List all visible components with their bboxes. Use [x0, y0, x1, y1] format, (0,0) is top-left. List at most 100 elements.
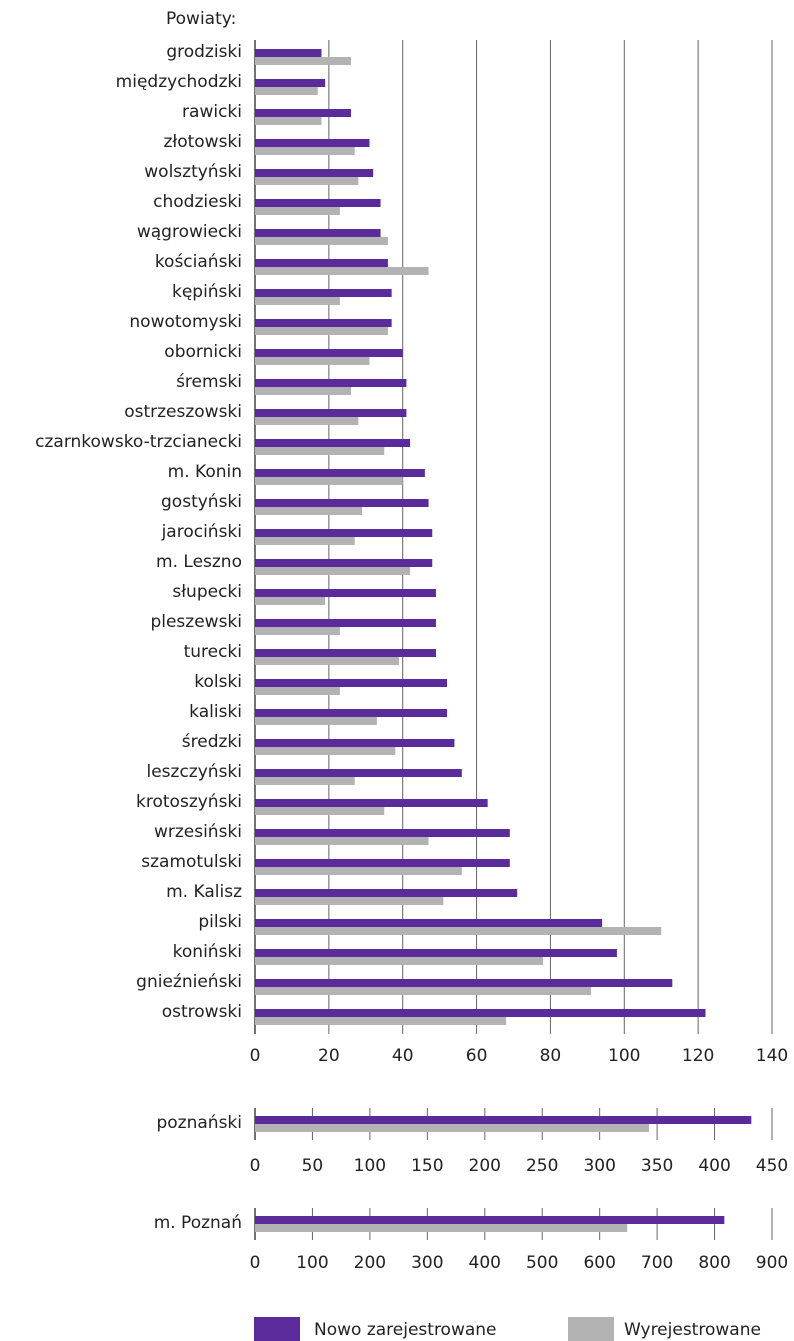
bar-wyrejestrowane [255, 627, 340, 635]
category-label: chodzieski [153, 192, 242, 212]
bar-wyrejestrowane [255, 297, 340, 305]
x-tick-label: 600 [583, 1253, 615, 1273]
bar-nowo-zarejestrowane [255, 589, 436, 597]
bar-nowo-zarejestrowane [255, 259, 388, 267]
x-tick-label: 100 [608, 1046, 640, 1066]
x-tick-label: 200 [354, 1253, 386, 1273]
x-tick-label: 400 [698, 1156, 730, 1176]
x-tick-label: 60 [466, 1046, 488, 1066]
category-label: pilski [198, 912, 242, 932]
bar-wyrejestrowane [255, 87, 318, 95]
bar-nowo-zarejestrowane [255, 769, 462, 777]
bar-nowo-zarejestrowane [255, 679, 448, 687]
bar-nowo-zarejestrowane [255, 829, 510, 837]
bar-nowo-zarejestrowane [255, 379, 407, 387]
x-tick-label: 500 [526, 1253, 558, 1273]
bar-wyrejestrowane [255, 237, 388, 245]
bar-wyrejestrowane [255, 357, 370, 365]
category-label: kościański [155, 252, 242, 272]
bar-nowo-zarejestrowane [255, 979, 673, 987]
category-label: ostrzeszowski [124, 402, 242, 422]
x-tick-label: 50 [302, 1156, 324, 1176]
bar-wyrejestrowane [255, 1224, 628, 1232]
bar-wyrejestrowane [255, 387, 352, 395]
poznanski-bar-chart: 0 50 100 150 200 250 300 350 400 450 poznański [156, 1108, 788, 1176]
category-label: m. Poznań [154, 1213, 242, 1233]
x-tick-label: 300 [583, 1156, 615, 1176]
bar-nowo-zarejestrowane [255, 949, 617, 957]
bar-wyrejestrowane [255, 1017, 507, 1025]
bar-nowo-zarejestrowane [255, 139, 370, 147]
category-label: m. Kalisz [166, 882, 242, 902]
legend-swatch-removed [568, 1317, 614, 1341]
bar-wyrejestrowane [255, 897, 444, 905]
bar-wyrejestrowane [255, 567, 411, 575]
bar-wyrejestrowane [255, 477, 403, 485]
bar-wyrejestrowane [255, 987, 592, 995]
bar-nowo-zarejestrowane [255, 469, 425, 477]
bar-wyrejestrowane [255, 717, 377, 725]
category-label: wolsztyński [144, 162, 242, 182]
x-tick-label: 350 [641, 1156, 673, 1176]
bar-wyrejestrowane [255, 957, 544, 965]
bar-wyrejestrowane [255, 57, 352, 65]
x-tick-label: 0 [250, 1253, 261, 1273]
bar-wyrejestrowane [255, 657, 400, 665]
m-poznan-bar-chart: 0 100 200 300 400 500 600 700 800 900 m. Poznań [154, 1208, 788, 1273]
bar-nowo-zarejestrowane [255, 49, 322, 57]
category-label: grodziski [166, 42, 242, 62]
category-label: kaliski [189, 702, 242, 722]
x-tick-label: 0 [250, 1156, 261, 1176]
category-label: wągrowiecki [137, 222, 242, 242]
bar-wyrejestrowane [255, 747, 396, 755]
bar-nowo-zarejestrowane [255, 349, 403, 357]
legend-label-new: Nowo zarejestrowane [314, 1320, 497, 1340]
bar-wyrejestrowane [255, 147, 355, 155]
category-label: ostrowski [162, 1002, 242, 1022]
main-bar-chart: 0 20 40 60 80 100 120 140 grodziski międzychodzki… [35, 40, 788, 1066]
bar-nowo-zarejestrowane [255, 709, 448, 717]
bar-nowo-zarejestrowane [255, 649, 436, 657]
bar-nowo-zarejestrowane [255, 439, 411, 447]
bar-nowo-zarejestrowane [255, 109, 352, 117]
bar-wyrejestrowane [255, 267, 429, 275]
x-tick-label: 150 [411, 1156, 443, 1176]
x-tick-label: 300 [411, 1253, 443, 1273]
bar-nowo-zarejestrowane [255, 289, 392, 297]
bar-wyrejestrowane [255, 447, 385, 455]
category-label: międzychodzki [116, 72, 242, 92]
bar-nowo-zarejestrowane [255, 619, 436, 627]
category-label: pleszewski [150, 612, 242, 632]
bar-wyrejestrowane [255, 177, 359, 185]
bar-wyrejestrowane [255, 417, 359, 425]
category-label: poznański [156, 1113, 242, 1133]
bar-wyrejestrowane [255, 807, 385, 815]
category-label: gnieźnieński [136, 972, 242, 992]
category-label: koniński [173, 942, 242, 962]
category-label: m. Konin [168, 462, 242, 482]
x-tick-label: 450 [756, 1156, 788, 1176]
x-tick-label: 20 [318, 1046, 340, 1066]
bar-wyrejestrowane [255, 687, 340, 695]
bar-wyrejestrowane [255, 597, 326, 605]
x-tick-label: 400 [469, 1253, 501, 1273]
bar-nowo-zarejestrowane [255, 319, 392, 327]
legend-swatch-new [254, 1317, 300, 1341]
bar-nowo-zarejestrowane [255, 919, 603, 927]
x-tick-label: 80 [540, 1046, 562, 1066]
x-tick-label: 200 [469, 1156, 501, 1176]
x-tick-label: 120 [682, 1046, 714, 1066]
category-label: obornicki [164, 342, 242, 362]
category-label: wrzesiński [154, 822, 242, 842]
bar-wyrejestrowane [255, 327, 388, 335]
category-label: słupecki [172, 582, 242, 602]
bar-nowo-zarejestrowane [255, 199, 381, 207]
category-label: leszczyński [147, 762, 243, 782]
category-label: nowotomyski [129, 312, 242, 332]
category-label: śremski [176, 372, 242, 392]
category-label: jarociński [161, 522, 242, 542]
bar-nowo-zarejestrowane [255, 1116, 752, 1124]
bar-wyrejestrowane [255, 927, 662, 935]
bar-nowo-zarejestrowane [255, 1009, 706, 1017]
